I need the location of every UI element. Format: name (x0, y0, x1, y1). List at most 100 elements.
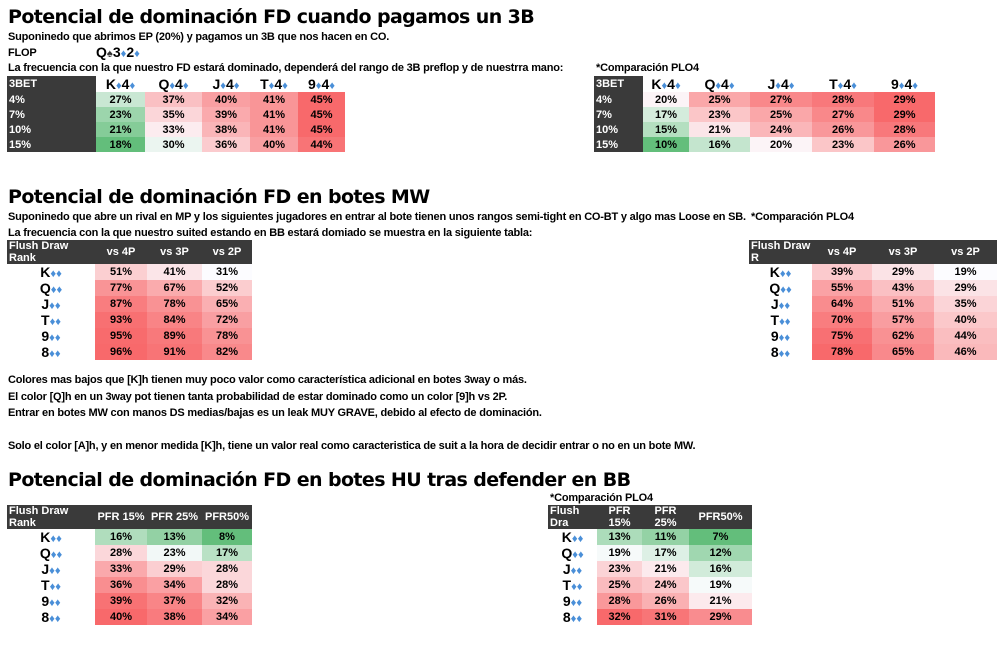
diamond-icon: ♦ (233, 80, 240, 92)
value-cell: 46% (934, 344, 997, 360)
table-row: T♦♦ 93% 84% 72% (7, 312, 252, 328)
table-row: 8♦♦ 96% 91% 82% (7, 344, 252, 360)
row-label: 7% (594, 107, 643, 122)
column-header: vs 4P (95, 240, 147, 264)
section3-title: Potencial de dominación FD en botes HU t… (8, 469, 631, 491)
row-label: 8♦♦ (7, 344, 95, 360)
column-header: vs 2P (934, 240, 997, 264)
card-rank: Q (769, 280, 781, 296)
value-cell: 29% (934, 280, 997, 296)
value-cell: 29% (874, 92, 935, 107)
card-rank: Q (158, 76, 170, 92)
corner-header: Flush Draw Rank (7, 505, 95, 529)
spade-icon: ♠ (106, 48, 113, 60)
value-cell: 89% (147, 328, 202, 344)
card-rank: Q (704, 76, 716, 92)
value-cell: 67% (147, 280, 202, 296)
value-cell: 18% (96, 137, 145, 152)
column-header: PFR 25% (147, 505, 202, 529)
table-row: 9♦♦ 75% 62% 44% (749, 328, 997, 344)
column-header: vs 2P (202, 240, 252, 264)
value-cell: 75% (812, 328, 872, 344)
value-cell: 8% (202, 529, 252, 545)
diamond-icon: ♦ (784, 332, 791, 344)
diamond-icon: ♦ (329, 80, 336, 92)
table-row: 15% 10% 16% 20% 23% 26% (594, 137, 935, 152)
value-cell: 77% (95, 280, 147, 296)
table-row: K♦♦ 39% 29% 19% (749, 264, 997, 280)
card-rank: 4 (904, 76, 913, 92)
note-1: Colores mas bajos que [K]h tienen muy po… (8, 374, 527, 386)
diamond-icon: ♦ (837, 80, 844, 92)
diamond-icon: ♦ (220, 80, 226, 92)
column-header: vs 3P (147, 240, 202, 264)
column-header: vs 3P (872, 240, 934, 264)
diamond-icon: ♦ (570, 597, 577, 609)
diamond-icon: ♦ (785, 284, 792, 296)
table-row: 4% 27% 37% 40% 41% 45% (7, 92, 345, 107)
table-row: 8♦♦ 40% 38% 34% (7, 609, 252, 625)
value-cell: 35% (934, 296, 997, 312)
column-header: Q♦4♦ (689, 76, 750, 92)
card-rank: T (260, 76, 269, 92)
value-cell: 39% (95, 593, 147, 609)
diamond-icon: ♦ (56, 284, 63, 296)
card-rank: 4 (321, 76, 330, 92)
value-cell: 19% (934, 264, 997, 280)
diamond-icon: ♦ (728, 80, 735, 92)
value-cell: 72% (202, 312, 252, 328)
row-label: 8♦♦ (749, 344, 812, 360)
value-cell: 36% (202, 137, 250, 152)
diamond-icon: ♦ (851, 80, 857, 92)
header-row: Flush Dra PFR 15% PFR 25% PFR50% (548, 505, 752, 529)
card-rank: Q (561, 545, 573, 561)
card-rank: 8 (41, 609, 50, 625)
row-label: J♦♦ (548, 561, 597, 577)
value-cell: 16% (689, 137, 750, 152)
diamond-icon: ♦ (56, 268, 62, 280)
row-label: J♦♦ (7, 296, 95, 312)
section1-compare-label: *Comparación PLO4 (596, 62, 699, 74)
value-cell: 26% (642, 593, 689, 609)
diamond-icon: ♦ (50, 533, 57, 545)
value-cell: 27% (812, 107, 874, 122)
value-cell: 51% (95, 264, 147, 280)
diamond-icon: ♦ (572, 549, 578, 561)
card-rank: 8 (562, 609, 571, 625)
value-cell: 38% (202, 122, 250, 137)
diamond-icon: ♦ (120, 48, 127, 60)
column-header: PFR50% (689, 505, 752, 529)
table-hu-plo4: Flush Dra PFR 15% PFR 25% PFR50% K♦♦ 13% 11% 7%… (548, 505, 752, 625)
row-label: 7% (7, 107, 96, 122)
value-cell: 45% (298, 107, 345, 122)
card-rank: 9 (41, 593, 50, 609)
card-rank: 9 (562, 593, 571, 609)
card-rank: 8 (41, 344, 50, 360)
value-cell: 57% (872, 312, 934, 328)
value-cell: 29% (874, 107, 935, 122)
card-rank: 2 (126, 44, 135, 60)
diamond-icon: ♦ (570, 613, 577, 625)
value-cell: 34% (202, 609, 252, 625)
row-label: 15% (594, 137, 643, 152)
diamond-icon: ♦ (571, 533, 578, 545)
diamond-icon: ♦ (56, 533, 62, 545)
diamond-icon: ♦ (785, 268, 792, 280)
column-header: J♦4♦ (750, 76, 812, 92)
value-cell: 37% (147, 593, 202, 609)
diamond-icon: ♦ (576, 597, 583, 609)
value-cell: 21% (642, 561, 689, 577)
value-cell: 78% (202, 328, 252, 344)
value-cell: 15% (643, 122, 689, 137)
table-row: 8♦♦ 78% 65% 46% (749, 344, 997, 360)
corner-header: Flush Dra (548, 505, 597, 529)
value-cell: 62% (872, 328, 934, 344)
value-cell: 27% (96, 92, 145, 107)
column-header: PFR50% (202, 505, 252, 529)
value-cell: 23% (689, 107, 750, 122)
diamond-icon: ♦ (115, 80, 122, 92)
diamond-icon: ♦ (49, 348, 55, 360)
value-cell: 38% (147, 609, 202, 625)
